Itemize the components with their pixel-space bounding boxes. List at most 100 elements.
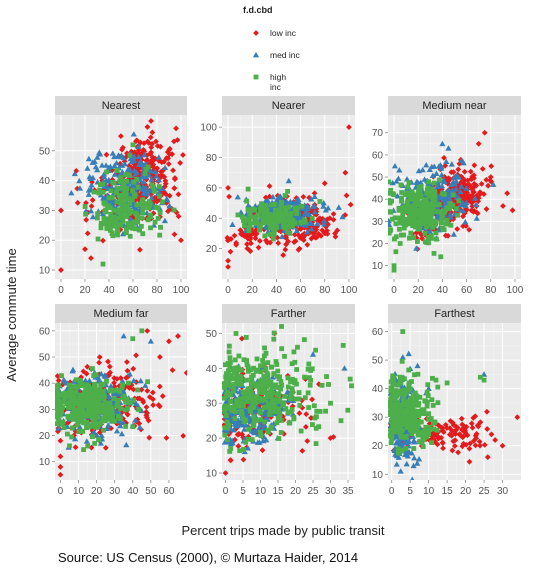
point-high-inc — [138, 223, 144, 229]
point-high-inc — [290, 217, 296, 223]
point-low-inc — [196, 185, 202, 191]
point-high-inc — [388, 227, 393, 233]
point-med-inc — [105, 422, 112, 428]
point-high-inc — [130, 142, 136, 148]
point-high-inc — [83, 413, 88, 419]
point-low-inc — [252, 235, 259, 242]
x-tick-label: 100 — [341, 285, 358, 296]
point-high-inc — [338, 418, 344, 424]
point-high-inc — [71, 414, 77, 420]
point-low-inc — [124, 373, 131, 380]
point-high-inc — [430, 403, 436, 408]
point-high-inc — [264, 371, 270, 376]
point-high-inc — [287, 212, 293, 218]
point-med-inc — [87, 207, 95, 214]
y-tick-label: 50 — [372, 173, 384, 184]
point-low-inc — [150, 210, 157, 217]
point-med-inc — [453, 178, 460, 184]
point-high-inc — [106, 195, 112, 201]
point-high-inc — [406, 412, 412, 418]
point-low-inc — [89, 197, 96, 203]
point-med-inc — [117, 422, 124, 429]
y-tick-label: 40 — [206, 364, 218, 375]
point-low-inc — [309, 396, 315, 403]
point-med-inc — [102, 373, 109, 379]
panel-points — [58, 118, 202, 273]
point-low-inc — [183, 369, 187, 376]
point-med-inc — [76, 177, 83, 184]
point-high-inc — [420, 435, 426, 441]
point-high-inc — [419, 439, 425, 445]
point-high-inc — [145, 164, 151, 170]
point-high-inc — [295, 344, 300, 350]
panel-title: Nearer — [272, 100, 306, 112]
x-tick-label: 80 — [151, 285, 163, 296]
point-high-inc — [222, 395, 227, 401]
point-low-inc — [161, 183, 168, 190]
point-high-inc — [85, 394, 91, 399]
y-tick-label: 80 — [206, 153, 218, 164]
point-high-inc — [270, 217, 276, 223]
point-high-inc — [267, 401, 272, 407]
point-high-inc — [251, 417, 257, 423]
point-high-inc — [405, 389, 410, 394]
point-high-inc — [267, 381, 273, 387]
point-high-inc — [276, 406, 281, 412]
point-med-inc — [133, 205, 140, 212]
point-high-inc — [135, 387, 141, 393]
point-high-inc — [395, 446, 401, 452]
point-high-inc — [388, 388, 394, 393]
point-high-inc — [227, 449, 233, 454]
point-high-inc — [278, 430, 284, 435]
point-low-inc — [463, 190, 470, 197]
point-high-inc — [426, 206, 431, 211]
point-low-inc — [324, 230, 331, 237]
x-tick-label: 40 — [271, 285, 283, 296]
point-med-inc — [339, 213, 346, 220]
point-high-inc — [78, 379, 84, 384]
point-high-inc — [258, 207, 263, 213]
y-tick-label: 10 — [39, 457, 51, 468]
point-med-inc — [241, 426, 248, 432]
point-high-inc — [411, 427, 417, 432]
point-high-inc — [107, 416, 113, 421]
point-high-inc — [271, 231, 277, 237]
point-high-inc — [411, 422, 417, 428]
point-high-inc — [282, 193, 288, 198]
point-high-inc — [105, 216, 111, 222]
point-high-inc — [437, 177, 442, 183]
point-low-inc — [148, 118, 154, 124]
point-low-inc — [222, 416, 228, 423]
point-high-inc — [140, 197, 146, 203]
point-high-inc — [399, 232, 405, 238]
point-high-inc — [279, 200, 285, 205]
point-high-inc — [481, 377, 487, 383]
point-low-inc — [439, 439, 446, 446]
point-low-inc — [165, 161, 172, 167]
point-high-inc — [74, 422, 80, 428]
point-high-inc — [271, 330, 277, 336]
point-high-inc — [78, 397, 84, 403]
x-tick-label: 30 — [325, 486, 337, 497]
panel-points — [388, 129, 516, 273]
point-high-inc — [108, 405, 113, 411]
point-low-inc — [225, 263, 231, 270]
point-high-inc — [123, 399, 129, 405]
point-med-inc — [397, 468, 404, 474]
point-med-inc — [163, 195, 170, 202]
point-med-inc — [438, 165, 445, 171]
point-high-inc — [326, 382, 331, 387]
panel-nearest: Nearest 0 20 40 60 80 100 10 20 30 40 50 — [39, 96, 202, 296]
point-low-inc — [117, 375, 124, 381]
point-high-inc — [230, 376, 236, 381]
point-med-inc — [101, 183, 108, 190]
point-high-inc — [254, 399, 260, 405]
point-high-inc — [425, 235, 431, 240]
point-med-inc — [125, 166, 132, 172]
point-high-inc — [392, 388, 398, 394]
point-high-inc — [409, 189, 415, 195]
point-high-inc — [433, 219, 439, 225]
point-high-inc — [86, 383, 92, 389]
point-low-inc — [246, 231, 253, 238]
point-high-inc — [340, 343, 346, 348]
